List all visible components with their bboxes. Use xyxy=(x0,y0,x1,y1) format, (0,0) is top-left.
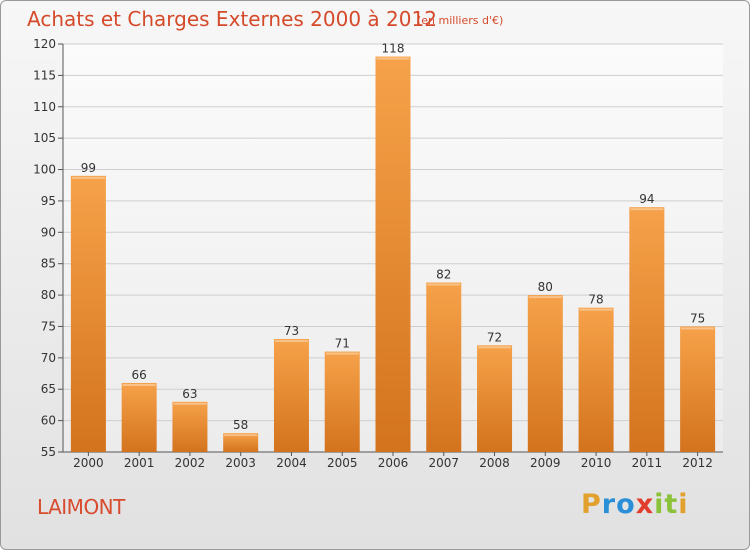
value-label: 80 xyxy=(538,280,553,294)
x-tick-label: 2009 xyxy=(530,456,561,470)
y-tick-label: 70 xyxy=(41,351,56,365)
bar-highlight xyxy=(376,57,410,60)
y-tick-label: 85 xyxy=(41,257,56,271)
y-tick-label: 80 xyxy=(41,288,56,302)
x-tick-label: 2008 xyxy=(479,456,510,470)
y-tick-label: 105 xyxy=(33,131,56,145)
commune-name: LAIMONT xyxy=(37,495,125,519)
bar xyxy=(426,282,462,452)
logo-letter: o xyxy=(616,489,636,520)
x-tick-label: 2000 xyxy=(73,456,104,470)
value-label: 66 xyxy=(132,368,147,382)
x-tick-label: 2006 xyxy=(378,456,409,470)
bar-highlight xyxy=(579,308,613,311)
bar-highlight xyxy=(681,327,715,330)
value-label: 82 xyxy=(436,268,451,282)
proxiti-logo: Proxiti xyxy=(581,489,689,520)
logo-letter: i xyxy=(678,489,689,520)
bar xyxy=(121,382,157,452)
y-tick-label: 120 xyxy=(33,37,56,51)
value-label: 58 xyxy=(233,418,248,432)
value-label: 72 xyxy=(487,330,502,344)
y-tick-label: 65 xyxy=(41,382,56,396)
x-tick-label: 2005 xyxy=(327,456,358,470)
bar-highlight xyxy=(71,176,105,179)
bar-highlight xyxy=(528,296,562,299)
bar-highlight xyxy=(274,340,308,343)
value-label: 118 xyxy=(382,42,405,56)
bar xyxy=(70,175,106,453)
bar-highlight xyxy=(427,283,461,286)
x-tick-label: 2011 xyxy=(632,456,663,470)
bar-highlight xyxy=(630,208,664,211)
bar xyxy=(629,207,665,452)
x-tick-label: 2001 xyxy=(124,456,155,470)
x-tick-label: 2010 xyxy=(581,456,612,470)
logo-letter: x xyxy=(635,489,655,520)
x-tick-label: 2002 xyxy=(175,456,206,470)
y-tick-label: 115 xyxy=(33,68,56,82)
bar xyxy=(527,295,563,452)
logo-letter: t xyxy=(664,489,679,520)
x-tick-label: 2003 xyxy=(225,456,256,470)
y-tick-label: 95 xyxy=(41,194,56,208)
bar-highlight xyxy=(478,346,512,349)
value-label: 94 xyxy=(639,192,654,206)
value-label: 75 xyxy=(690,311,705,325)
y-tick-label: 75 xyxy=(41,319,56,333)
x-tick-label: 2004 xyxy=(276,456,307,470)
y-tick-label: 110 xyxy=(33,100,56,114)
value-label: 78 xyxy=(588,293,603,307)
y-tick-label: 100 xyxy=(33,163,56,177)
x-tick-label: 2007 xyxy=(428,456,459,470)
bar xyxy=(375,56,411,453)
y-tick-label: 90 xyxy=(41,225,56,239)
bar-highlight xyxy=(122,383,156,386)
bar xyxy=(324,351,360,452)
value-label: 99 xyxy=(81,161,96,175)
logo-letter: i xyxy=(654,489,665,520)
x-tick-label: 2012 xyxy=(682,456,713,470)
bar xyxy=(172,401,208,452)
bar xyxy=(477,345,513,452)
bar-highlight xyxy=(325,352,359,355)
value-label: 63 xyxy=(182,387,197,401)
bar xyxy=(273,339,309,452)
bar xyxy=(680,326,716,452)
value-label: 71 xyxy=(335,337,350,351)
y-tick-label: 55 xyxy=(41,445,56,459)
bar-highlight xyxy=(224,434,258,437)
chart-unit: (en milliers d'€) xyxy=(417,14,504,27)
chart-title: Achats et Charges Externes 2000 à 2012 xyxy=(27,7,437,31)
bar xyxy=(578,307,614,452)
bar xyxy=(223,433,259,452)
bar-highlight xyxy=(173,402,207,405)
logo-letter: r xyxy=(601,489,617,520)
value-label: 73 xyxy=(284,324,299,338)
logo-letter: P xyxy=(581,489,602,520)
y-tick-label: 60 xyxy=(41,414,56,428)
